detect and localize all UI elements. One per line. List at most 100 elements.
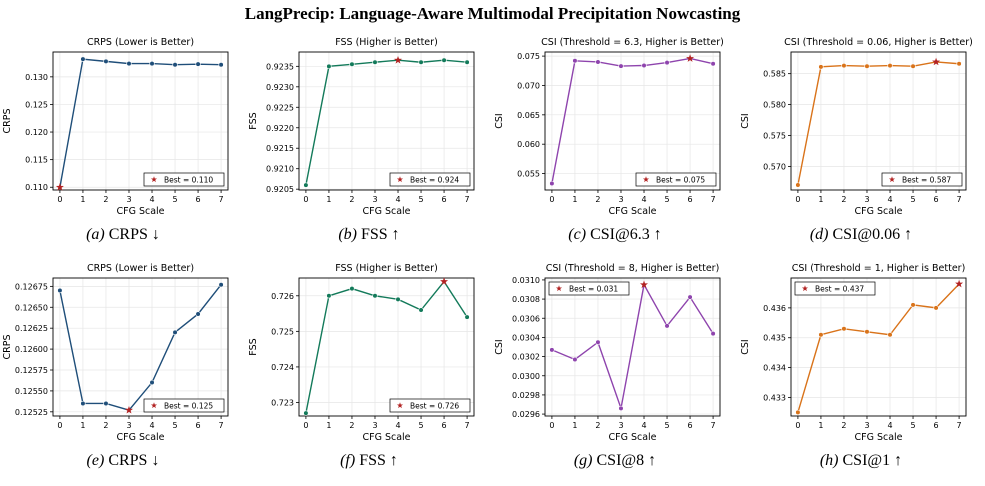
x-axis-label: CFG Scale xyxy=(854,432,902,443)
legend-box xyxy=(881,172,963,187)
y-tick-label: 0.055 xyxy=(517,170,540,179)
data-point xyxy=(887,332,893,338)
y-tick-label: 0.12575 xyxy=(15,366,48,375)
caption-d: (d) CSI@0.06 ↑ xyxy=(738,226,984,244)
data-point xyxy=(418,59,424,65)
legend-label: Best = 0.437 xyxy=(815,285,864,294)
legend-box xyxy=(143,172,225,187)
data-point xyxy=(441,57,447,63)
x-tick-label: 3 xyxy=(126,195,131,204)
y-tick-label: 0.12525 xyxy=(15,408,48,417)
legend-box xyxy=(389,398,471,413)
chart-panel-g: CSI (Threshold = 8, Higher is Better) 0.0… xyxy=(492,256,738,476)
y-tick-label: 0.0300 xyxy=(512,372,540,381)
data-point xyxy=(349,61,355,67)
x-tick-label: 2 xyxy=(349,421,354,430)
x-tick-label: 0 xyxy=(549,195,554,204)
y-tick-label: 0.580 xyxy=(763,101,786,110)
x-tick-label: 7 xyxy=(957,195,962,204)
chart-panel-e: CRPS (Lower is Better) 0.12525 0.12550 0.12… xyxy=(0,256,246,476)
x-tick-label: 2 xyxy=(841,421,846,430)
figure-row-bottom: CRPS (Lower is Better) 0.12525 0.12550 0.12… xyxy=(0,256,985,476)
x-tick-label: 0 xyxy=(57,421,62,430)
y-tick-label: 0.125 xyxy=(25,100,48,109)
x-tick-label: 2 xyxy=(595,195,600,204)
y-tick-label: 0.724 xyxy=(271,363,294,372)
y-tick-label: 0.0306 xyxy=(512,314,540,323)
x-axis-label: CFG Scale xyxy=(362,432,410,443)
x-tick-label: 4 xyxy=(641,195,646,204)
x-tick-label: 0 xyxy=(57,195,62,204)
x-axis-label: CFG Scale xyxy=(608,206,656,217)
y-axis-label: CRPS xyxy=(2,335,13,360)
caption-text: CSI@1 ↑ xyxy=(838,452,903,469)
x-tick-label: 7 xyxy=(711,421,716,430)
legend-star-icon xyxy=(642,176,650,183)
best-star-marker xyxy=(932,57,941,66)
legend-box xyxy=(548,281,630,296)
data-point xyxy=(572,356,578,363)
data-point xyxy=(864,63,870,69)
data-point xyxy=(572,58,578,64)
x-tick-label: 1 xyxy=(572,195,577,204)
x-axis-label: CFG Scale xyxy=(116,206,164,217)
chart-title: CRPS (Lower is Better) xyxy=(87,263,194,274)
y-tick-label: 0.9220 xyxy=(266,124,294,133)
caption-e: (e) CRPS ↓ xyxy=(0,452,246,470)
chart-panel-d: CSI (Threshold = 0.06, Higher is Better)… xyxy=(738,30,984,250)
data-point xyxy=(172,329,178,335)
data-point xyxy=(372,59,378,65)
caption-prefix: (c) xyxy=(568,226,587,243)
x-tick-label: 2 xyxy=(595,421,600,430)
legend-star-icon xyxy=(396,176,404,183)
y-tick-label: 0.575 xyxy=(763,132,786,141)
x-tick-label: 7 xyxy=(219,421,224,430)
caption-h: (h) CSI@1 ↑ xyxy=(738,452,984,470)
x-tick-label: 3 xyxy=(864,421,869,430)
caption-prefix: (h) xyxy=(819,452,839,469)
caption-prefix: (f) xyxy=(340,452,356,469)
data-point xyxy=(349,286,355,292)
legend-star-icon xyxy=(555,285,563,292)
x-tick-label: 6 xyxy=(196,421,201,430)
legend-label: Best = 0.125 xyxy=(164,402,213,411)
y-tick-label: 0.726 xyxy=(271,292,294,301)
x-tick-label: 7 xyxy=(711,195,716,204)
x-tick-label: 5 xyxy=(418,421,423,430)
caption-g: (g) CSI@8 ↑ xyxy=(492,452,738,470)
y-tick-label: 0.435 xyxy=(763,334,786,343)
data-point xyxy=(303,182,309,188)
y-tick-label: 0.070 xyxy=(517,81,540,90)
data-point xyxy=(549,180,555,187)
series-line xyxy=(797,61,960,186)
data-point xyxy=(795,409,801,416)
x-tick-label: 3 xyxy=(372,421,377,430)
x-tick-label: 7 xyxy=(465,195,470,204)
data-point xyxy=(126,60,132,67)
chart-title: CSI (Threshold = 1, Higher is Better) xyxy=(792,263,966,274)
x-tick-label: 4 xyxy=(395,195,400,204)
best-star-marker xyxy=(440,277,449,285)
chart-panel-h: CSI (Threshold = 1, Higher is Better) 0.4… xyxy=(738,256,984,476)
x-tick-label: 3 xyxy=(372,195,377,204)
x-tick-label: 7 xyxy=(219,195,224,204)
data-point xyxy=(103,58,109,64)
data-point xyxy=(326,63,332,69)
data-point xyxy=(549,347,555,353)
plot-frame xyxy=(544,51,721,191)
series-line xyxy=(797,283,960,413)
x-tick-label: 0 xyxy=(549,421,554,430)
x-tick-label: 6 xyxy=(688,421,693,430)
chart-b: FSS (Higher is Better) 0.9205 0.9210 0.9215… xyxy=(248,37,475,217)
y-tick-label: 0.075 xyxy=(517,52,540,61)
y-tick-label: 0.434 xyxy=(763,364,786,373)
x-tick-label: 1 xyxy=(80,421,85,430)
data-point xyxy=(395,296,401,302)
caption-text: CSI@0.06 ↑ xyxy=(828,226,913,243)
x-tick-label: 2 xyxy=(349,195,354,204)
x-axis-label: CFG Scale xyxy=(608,432,656,443)
data-point xyxy=(418,307,424,313)
y-tick-label: 0.12625 xyxy=(15,324,48,333)
x-tick-label: 3 xyxy=(618,421,623,430)
caption-prefix: (a) xyxy=(86,226,105,243)
